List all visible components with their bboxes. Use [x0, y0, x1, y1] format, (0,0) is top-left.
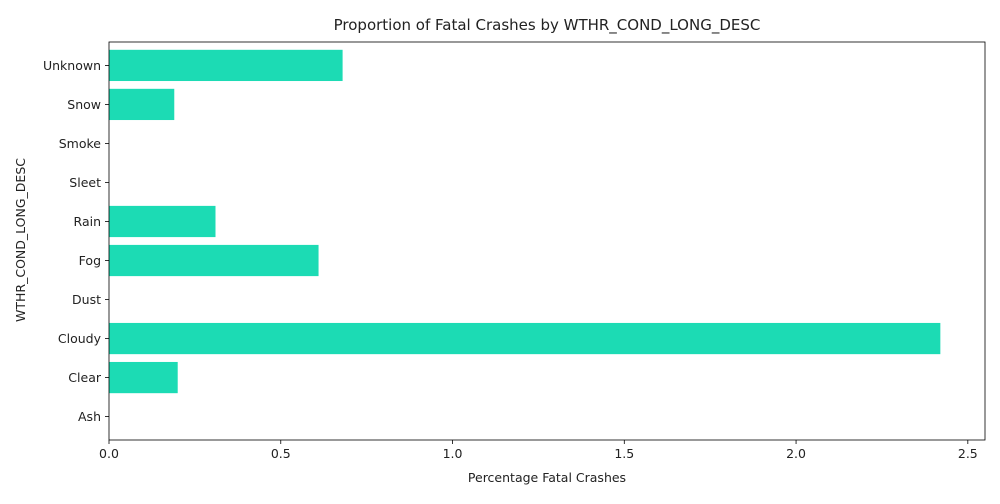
x-tick-label-4: 2.0 [786, 446, 806, 461]
bar-fog [109, 244, 319, 277]
bar-clear [109, 361, 178, 394]
bar-rain [109, 205, 216, 238]
plot-frame [108, 41, 986, 441]
x-tick-label-0: 0.0 [99, 446, 119, 461]
y-tick-label-snow: Snow [67, 97, 101, 112]
axes-layer: Ash Clear Cloudy Dust Fog Rain Sleet Smoke Snow U… [43, 41, 986, 461]
y-tick-label-unknown: Unknown [43, 58, 101, 73]
bar-snow [109, 88, 175, 121]
bars-layer [109, 49, 941, 394]
bar-unknown [109, 49, 343, 82]
x-tick-label-1: 0.5 [271, 446, 291, 461]
bar-cloudy [109, 322, 941, 355]
x-tick-label-3: 1.5 [614, 446, 634, 461]
x-axis-label: Percentage Fatal Crashes [468, 470, 626, 485]
y-tick-label-fog: Fog [79, 253, 101, 268]
y-axis-label: WTHR_COND_LONG_DESC [13, 158, 28, 322]
y-tick-label-dust: Dust [72, 292, 101, 307]
y-tick-label-ash: Ash [78, 409, 101, 424]
x-tick-label-2: 1.0 [443, 446, 463, 461]
y-tick-label-clear: Clear [68, 370, 102, 385]
y-tick-label-cloudy: Cloudy [58, 331, 102, 346]
x-tick-label-5: 2.5 [958, 446, 978, 461]
y-tick-label-sleet: Sleet [69, 175, 101, 190]
chart-title: Proportion of Fatal Crashes by WTHR_COND… [334, 16, 761, 35]
y-tick-label-rain: Rain [74, 214, 101, 229]
y-tick-label-smoke: Smoke [59, 136, 102, 151]
